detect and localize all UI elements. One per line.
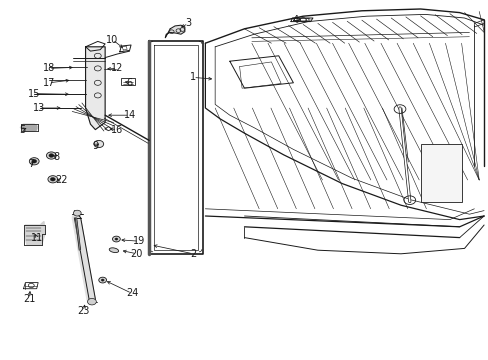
Text: 17: 17 xyxy=(42,78,55,88)
Circle shape xyxy=(32,159,37,163)
Text: 14: 14 xyxy=(123,110,136,120)
Text: 20: 20 xyxy=(130,249,143,259)
Text: 18: 18 xyxy=(42,63,55,73)
Text: 12: 12 xyxy=(111,63,123,73)
Circle shape xyxy=(29,158,39,165)
Text: 22: 22 xyxy=(55,175,67,185)
Circle shape xyxy=(49,154,54,157)
Circle shape xyxy=(94,140,103,148)
Text: 6: 6 xyxy=(126,78,132,88)
Text: 16: 16 xyxy=(111,125,123,135)
Text: 3: 3 xyxy=(185,18,191,28)
Circle shape xyxy=(87,298,96,305)
Polygon shape xyxy=(20,124,38,131)
Circle shape xyxy=(101,279,104,281)
Text: 11: 11 xyxy=(30,233,43,243)
Text: 21: 21 xyxy=(23,294,36,304)
Circle shape xyxy=(50,177,55,181)
Polygon shape xyxy=(165,25,184,38)
Circle shape xyxy=(99,277,106,283)
Circle shape xyxy=(48,176,58,183)
Polygon shape xyxy=(85,47,105,130)
Text: 19: 19 xyxy=(133,236,145,246)
Circle shape xyxy=(46,152,56,159)
Text: 4: 4 xyxy=(292,15,298,25)
Text: 10: 10 xyxy=(106,35,119,45)
Text: 1: 1 xyxy=(190,72,196,82)
Ellipse shape xyxy=(109,248,119,253)
Circle shape xyxy=(73,210,81,216)
Text: 24: 24 xyxy=(125,288,138,298)
Text: 15: 15 xyxy=(28,89,41,99)
Bar xyxy=(420,144,461,202)
Text: 8: 8 xyxy=(53,152,59,162)
Text: 5: 5 xyxy=(19,125,25,135)
Text: 23: 23 xyxy=(77,306,89,316)
Text: 2: 2 xyxy=(190,249,196,259)
Circle shape xyxy=(115,238,118,240)
Text: 7: 7 xyxy=(29,159,35,169)
Polygon shape xyxy=(24,221,45,245)
Circle shape xyxy=(112,236,120,242)
Text: 13: 13 xyxy=(33,103,45,113)
Text: 9: 9 xyxy=(92,141,98,151)
Bar xyxy=(121,78,135,85)
